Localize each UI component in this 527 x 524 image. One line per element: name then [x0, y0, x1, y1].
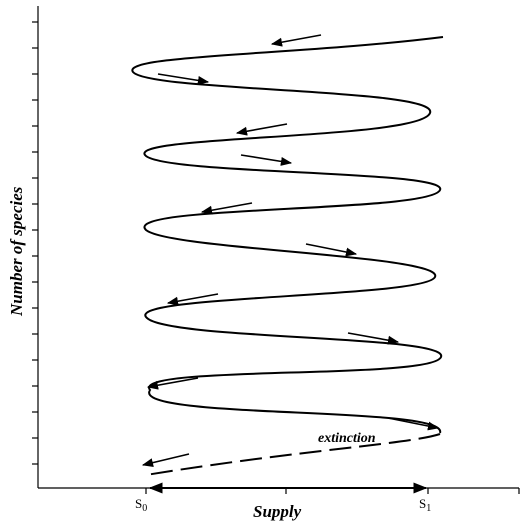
arrow-right-5 — [387, 417, 440, 431]
extinction-label: extinction — [318, 431, 376, 446]
x-tick-s1: S1 — [419, 496, 431, 514]
y-axis-ticks — [32, 21, 38, 465]
arrow-right-1 — [157, 73, 210, 85]
arrow-left-1 — [270, 34, 322, 47]
x-tick-s0: S0 — [135, 496, 147, 514]
x-axis-title: Supply — [253, 502, 302, 521]
arrow-left-6 — [141, 453, 190, 468]
extinction-curve — [145, 433, 441, 476]
arrow-left-3 — [200, 202, 253, 215]
arrow-left-2 — [235, 123, 288, 136]
arrow-right-4 — [347, 332, 400, 345]
arrow-right-2 — [240, 154, 293, 166]
species-curve — [131, 36, 444, 434]
arrow-left-5 — [146, 377, 199, 390]
y-axis-title: Number of species — [7, 186, 26, 317]
axes — [32, 6, 520, 494]
arrow-right-3 — [305, 243, 358, 257]
arrow-left-4 — [166, 293, 219, 306]
direction-arrows — [141, 34, 440, 468]
